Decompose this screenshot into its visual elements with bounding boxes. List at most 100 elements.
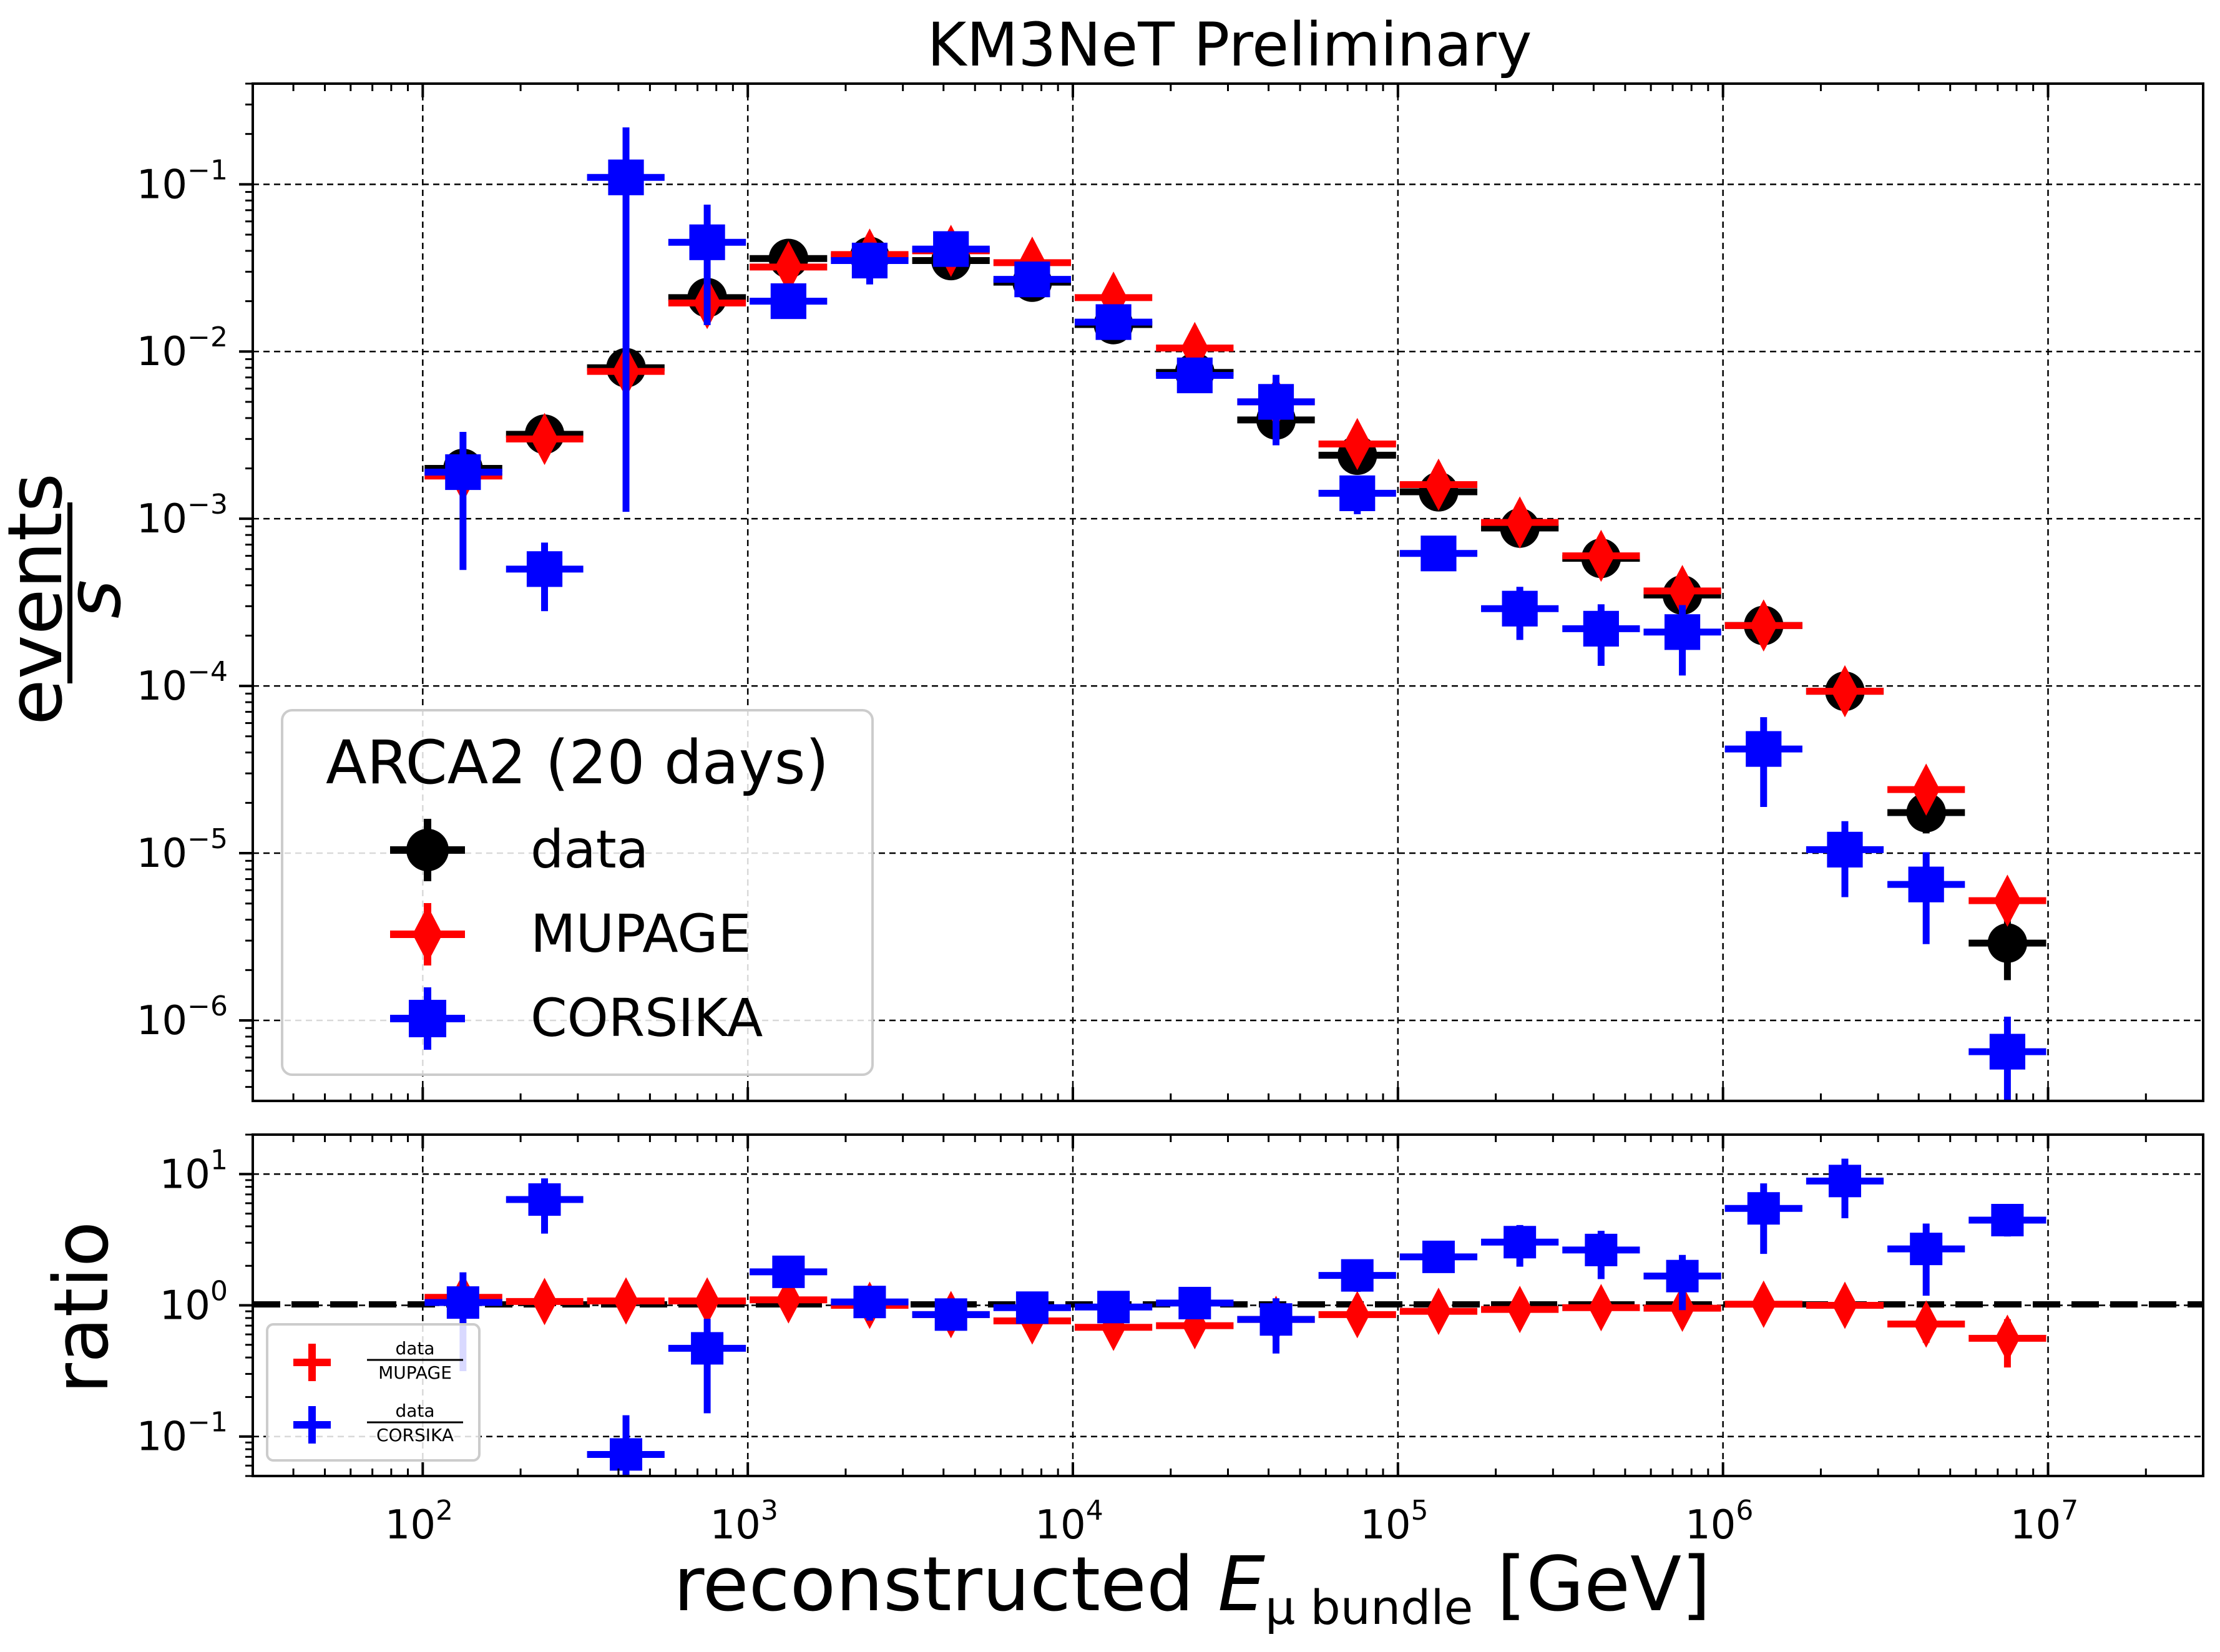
data-point-marker: [1588, 1284, 1614, 1332]
x-tick-label: 105: [1360, 1495, 1428, 1548]
xlabel-energy: E: [1218, 1542, 1265, 1628]
data-point-marker: [1097, 1291, 1130, 1324]
data-point-marker: [695, 1277, 720, 1325]
data-point: [831, 242, 909, 285]
data-point-marker: [532, 1278, 557, 1326]
data-point: [1156, 1286, 1234, 1319]
data-point-marker: [1421, 535, 1457, 572]
ratio-legend-num-1: data: [395, 1338, 434, 1359]
data-point: [1318, 418, 1396, 471]
data-point: [1481, 1224, 1559, 1267]
data-point: [750, 1255, 828, 1288]
data-point-marker: [1344, 1291, 1370, 1339]
data-point-marker: [1422, 1240, 1455, 1273]
data-point-marker: [1506, 496, 1534, 549]
y-tick-label: 10−3: [137, 489, 228, 542]
y-tick-label: 101: [160, 1144, 228, 1198]
y-tick-label: 10−1: [137, 1407, 228, 1460]
data-point: [1562, 1231, 1640, 1279]
data-point-marker: [1914, 1300, 1939, 1348]
data-point: [1481, 496, 1559, 549]
data-point: [1481, 1286, 1559, 1334]
data-point: [1887, 1300, 1965, 1348]
data-point-marker: [1343, 418, 1371, 471]
data-point-marker: [528, 1183, 561, 1216]
data-point-marker: [933, 231, 969, 267]
data-point: [1318, 1291, 1396, 1339]
main-ticks: 10−6 10−5 10−4 10−3 10−2 10−1: [137, 82, 2204, 1101]
data-point: [424, 432, 502, 570]
y-tick-label: 10−6: [137, 990, 228, 1044]
y-tick-label: 100: [160, 1276, 228, 1329]
main-legend-box: [281, 709, 874, 1076]
data-point: [1968, 1016, 2046, 1101]
data-point-marker: [1015, 1291, 1049, 1324]
data-point: [506, 413, 584, 466]
data-point: [1806, 1158, 1884, 1219]
data-point-marker: [1666, 1259, 1699, 1293]
xlabel-suffix: [GeV]: [1473, 1542, 1711, 1628]
data-point-marker: [1259, 1303, 1293, 1336]
data-point-marker: [1747, 1192, 1780, 1225]
chart-title: KM3NeT Preliminary: [927, 10, 1532, 80]
series-corsika: [424, 127, 2046, 1101]
y-tick-label: 10−4: [137, 656, 228, 710]
data-point: [1562, 604, 1640, 666]
data-point: [750, 241, 828, 293]
data-point-marker: [1746, 731, 1782, 767]
data-point: [1887, 763, 1965, 816]
data-point-marker: [1425, 1288, 1451, 1336]
data-point-marker: [689, 224, 725, 260]
series-data-corsika: [424, 1158, 2046, 1476]
main-series: [424, 127, 2046, 1101]
ratio-legend-mupage-marker: [293, 1344, 331, 1381]
data-point-marker: [1095, 304, 1132, 340]
main-ylabel-numerator: events: [0, 473, 79, 725]
data-point: [1399, 535, 1478, 572]
data-point-marker: [1991, 1203, 2024, 1236]
data-point: [587, 1277, 665, 1325]
main-ylabel-denominator: s: [51, 580, 138, 619]
legend-data-label: data: [531, 819, 648, 880]
x-tick-label: 106: [1685, 1495, 1753, 1548]
data-point-marker: [608, 159, 644, 195]
data-point: [1643, 1254, 1721, 1311]
x-tick-label: 104: [1035, 1495, 1103, 1548]
data-point-marker: [1014, 261, 1050, 298]
data-point-marker: [691, 1332, 724, 1365]
data-point: [1806, 1281, 1884, 1329]
data-point: [1318, 475, 1396, 514]
data-point-marker: [934, 1298, 967, 1331]
data-point-marker: [445, 454, 481, 491]
main-panel: 10−6 10−5 10−4 10−3 10−2 10−1: [137, 82, 2204, 1102]
data-point: [1887, 1223, 1965, 1296]
data-point-marker: [1258, 384, 1294, 420]
data-point-marker: [1668, 565, 1696, 617]
data-point: [506, 1178, 584, 1234]
main-ylabel: events s: [0, 473, 138, 725]
ratio-legend: data MUPAGE data CORSIKA: [266, 1323, 481, 1462]
data-point: [506, 542, 584, 612]
data-point: [587, 1415, 665, 1476]
data-point-marker: [1587, 529, 1615, 582]
data-point: [1562, 529, 1640, 582]
data-point: [1399, 458, 1478, 511]
data-point-marker: [772, 1255, 805, 1288]
data-point: [1968, 1314, 2046, 1368]
data-point-marker: [614, 1277, 639, 1325]
data-point-marker: [1583, 610, 1619, 647]
data-point-marker: [446, 1286, 479, 1319]
xlabel-prefix: reconstructed: [673, 1542, 1218, 1628]
data-point: [750, 283, 828, 320]
x-tick-label: 107: [2010, 1495, 2078, 1548]
data-point: [668, 1277, 746, 1325]
data-point-marker: [526, 551, 563, 587]
ratio-legend-den-1: MUPAGE: [378, 1362, 452, 1383]
ratio-legend-num-2: data: [395, 1400, 434, 1421]
ratio-panel: 10−1 100 101 102 103 104 105 106 107: [137, 1133, 2204, 1548]
data-point-marker: [853, 1286, 886, 1319]
ratio-ticks: 10−1 100 101 102 103 104 105 106 107: [137, 1133, 2204, 1548]
data-point: [1724, 717, 1802, 807]
ratio-series: [424, 1158, 2046, 1476]
